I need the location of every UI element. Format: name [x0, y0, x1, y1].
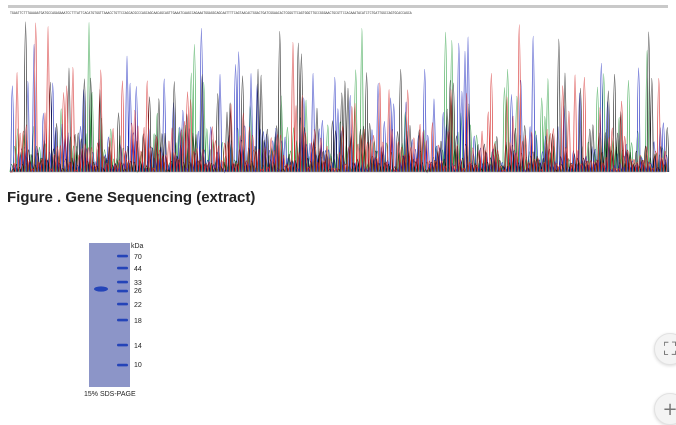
- marker-label-26: 26: [134, 288, 142, 295]
- marker-ladder: [117, 254, 128, 367]
- marker-label-44: 44: [134, 266, 142, 273]
- marker-label-70: 70: [134, 254, 142, 261]
- chromatogram-quality-bar: [8, 5, 668, 8]
- marker-label-18: 18: [134, 318, 142, 325]
- marker-label-10: 10: [134, 362, 142, 369]
- marker-band: [117, 318, 128, 322]
- marker-label-22: 22: [134, 302, 142, 309]
- marker-band: [117, 289, 128, 293]
- marker-band: [117, 363, 128, 367]
- marker-band: [117, 280, 128, 284]
- figure-caption: Figure . Gene Sequencing (extract): [7, 189, 256, 206]
- plus-icon[interactable]: +: [654, 393, 676, 425]
- scan-icon[interactable]: ⛶: [654, 333, 676, 365]
- marker-band: [117, 343, 128, 347]
- gel-caption: 15% SDS-PAGE: [84, 391, 136, 398]
- marker-band: [117, 302, 128, 306]
- marker-label-14: 14: [134, 343, 142, 350]
- chromatogram-trace: [10, 22, 667, 173]
- gel-unit-label: kDa: [131, 243, 144, 250]
- marker-band: [117, 266, 128, 270]
- sample-protein-band: [94, 286, 108, 292]
- gel-lane-background: [89, 243, 130, 387]
- base-calls-sequence: TGAATTCTTTAAAAATGATGCCAGAGAAATCCTTTATTCA…: [10, 11, 412, 15]
- marker-band: [117, 254, 128, 258]
- sequencing-chromatogram: TGAATTCTTTAAAAATGATGCCAGAGAAATCCTTTATTCA…: [8, 5, 670, 174]
- marker-label-33: 33: [134, 280, 142, 287]
- trace-group: [9, 21, 670, 174]
